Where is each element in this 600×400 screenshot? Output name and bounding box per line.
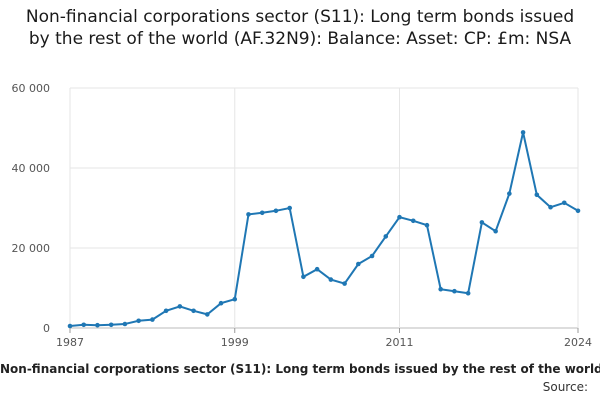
data-point[interactable] — [438, 286, 444, 292]
x-tick-label: 1999 — [221, 336, 249, 349]
data-point[interactable] — [314, 266, 320, 272]
data-point[interactable] — [410, 218, 416, 224]
chart-title: Non-financial corporations sector (S11):… — [25, 7, 575, 49]
data-point[interactable] — [150, 317, 155, 322]
data-point[interactable] — [534, 192, 540, 198]
data-point[interactable] — [218, 300, 224, 306]
data-point[interactable] — [287, 205, 292, 211]
data-point[interactable] — [561, 200, 567, 206]
data-point[interactable] — [122, 321, 128, 327]
data-point[interactable] — [342, 281, 347, 286]
data-point[interactable] — [259, 210, 265, 216]
data-point[interactable] — [301, 274, 306, 280]
data-point[interactable] — [328, 277, 334, 282]
y-tick-label: 40 000 — [12, 162, 51, 175]
source-label: Source: — [542, 380, 588, 394]
data-point[interactable] — [507, 191, 512, 196]
grid-lines — [69, 87, 579, 329]
data-point[interactable] — [383, 234, 389, 239]
x-axis-label: Non-financial corporations sector (S11):… — [0, 362, 600, 376]
y-tick-label: 60 000 — [12, 82, 51, 95]
y-axis-ticks: 0 20 000 40 000 60 000 — [12, 82, 51, 335]
data-point[interactable] — [204, 312, 210, 317]
data-point[interactable] — [369, 253, 375, 259]
data-point[interactable] — [548, 204, 553, 210]
data-point[interactable] — [424, 222, 430, 228]
data-point[interactable] — [191, 308, 196, 314]
data-point[interactable] — [273, 208, 279, 214]
data-point[interactable] — [95, 322, 100, 328]
series-points — [67, 130, 581, 329]
data-point[interactable] — [465, 290, 471, 296]
x-tick-label: 1987 — [56, 336, 84, 349]
data-point[interactable] — [177, 304, 183, 309]
data-point[interactable] — [246, 212, 251, 217]
data-point[interactable] — [108, 322, 114, 328]
data-point[interactable] — [232, 296, 238, 302]
data-point[interactable] — [67, 323, 73, 329]
data-point[interactable] — [479, 220, 485, 225]
y-tick-label: 0 — [43, 322, 50, 335]
x-axis-ticks: 1987 1999 2011 2024 — [56, 328, 592, 349]
data-point[interactable] — [520, 130, 526, 135]
y-tick-label: 20 000 — [12, 242, 51, 255]
data-point[interactable] — [575, 208, 581, 214]
x-tick-label: 2011 — [386, 336, 414, 349]
data-point[interactable] — [136, 318, 141, 324]
data-point[interactable] — [452, 288, 457, 294]
data-point[interactable] — [493, 228, 498, 234]
data-point[interactable] — [163, 308, 169, 314]
x-tick-label: 2024 — [564, 336, 592, 349]
data-point[interactable] — [356, 261, 361, 267]
data-point[interactable] — [81, 322, 87, 328]
series-line — [69, 132, 579, 327]
data-point[interactable] — [397, 214, 402, 220]
